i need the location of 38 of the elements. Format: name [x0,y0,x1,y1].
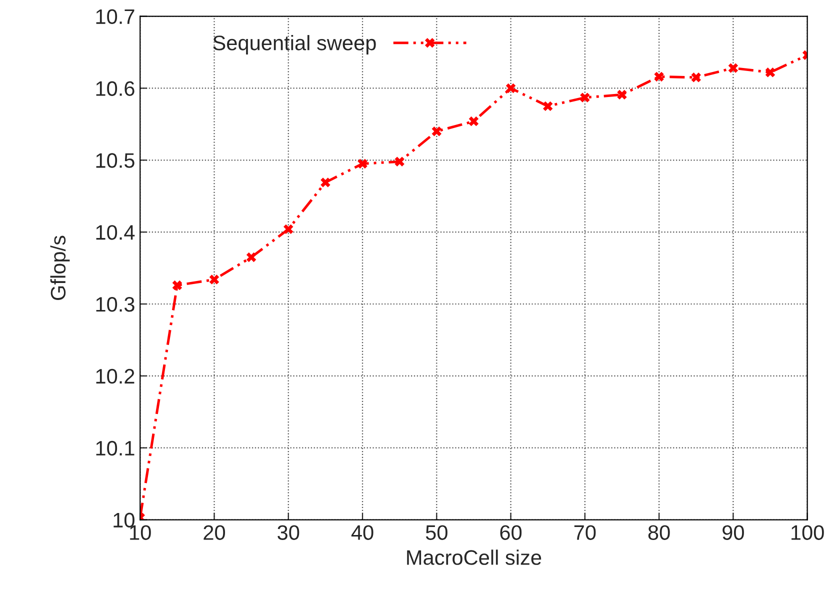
x-tick-label: 50 [426,525,448,540]
point [580,92,590,102]
x-tick-label: 40 [351,525,374,540]
x-tick-label: 70 [574,525,596,540]
legend-label: Sequential sweep [213,35,376,54]
x-tick-label: 60 [500,525,522,540]
point [468,116,479,126]
point [617,90,627,100]
y-tick-label: 10.2 [96,368,134,384]
y-tick-label: 10.3 [96,297,134,312]
y-tick-label: 10.6 [96,81,134,96]
point [432,126,442,136]
point [172,280,182,290]
x-tick-label: 80 [648,525,670,540]
y-tick-label: 10.5 [96,153,134,168]
y-tick-label: 10.1 [96,440,134,456]
point [654,72,664,82]
x-tick-label: 10 [130,525,151,540]
point [358,158,368,169]
y-tick-label: 10.7 [96,9,134,24]
point [209,274,220,284]
y-axis-title: Gflop/s [50,236,70,300]
point [320,178,330,188]
point [765,68,776,78]
x-tick-label: 30 [278,525,300,540]
x-tick-label: 90 [722,525,744,540]
x-tick-label: 20 [204,525,226,540]
point [542,101,553,112]
y-tick-label: 10 [114,512,134,528]
y-tick-label: 10.4 [96,225,135,240]
point [284,224,294,234]
x-tick-label: 100 [792,525,824,540]
point [394,156,404,166]
point [506,83,516,94]
x-axis-title: MacroCell size [407,550,542,565]
point [691,72,701,82]
point [246,252,256,262]
point [728,63,738,73]
